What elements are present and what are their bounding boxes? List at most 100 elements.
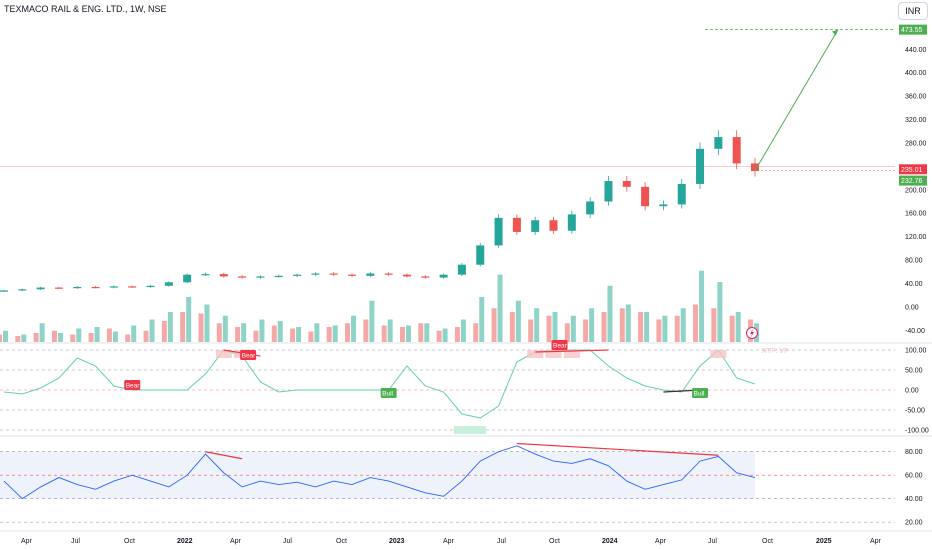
candle-body [219, 274, 228, 277]
volume-bar [589, 308, 595, 342]
rsi-divergence-line [516, 442, 719, 456]
candle-body [73, 286, 82, 289]
signal-badge-label: Bull [694, 391, 705, 398]
x-tick-label: 2023 [389, 538, 405, 545]
volume-bar [424, 323, 430, 342]
candle-body [696, 148, 705, 184]
y-tick-label: 40.00 [905, 281, 923, 288]
y-tick-label: 320.00 [905, 117, 927, 124]
oversold-zone [453, 426, 486, 434]
volume-bar [735, 312, 741, 342]
volume-bar [3, 330, 8, 342]
x-tick-label: Jul [708, 538, 717, 545]
rsi-band [0, 451, 755, 499]
volume-bar [497, 274, 503, 342]
volume-bar [515, 300, 521, 342]
rsi-tick-label: 80.00 [905, 449, 923, 456]
candle-body [659, 204, 668, 207]
rsi-line [3, 445, 756, 500]
volume-bar [277, 321, 283, 342]
volume-bar [607, 285, 613, 342]
candle-body [311, 273, 320, 275]
overbought-zone [545, 350, 562, 358]
volume-bar [314, 323, 320, 342]
candle-body [18, 289, 27, 291]
volume-bar [509, 312, 515, 342]
volume-bar [460, 319, 466, 342]
volume-bar [241, 323, 247, 342]
candle-body [751, 163, 759, 172]
price-label: 473.55 [901, 27, 923, 34]
volume-bar [326, 327, 332, 342]
volume-bar [351, 315, 357, 342]
x-tick-label: 2025 [816, 538, 832, 545]
volume-bar [369, 300, 375, 342]
volume-bar [198, 313, 204, 342]
rsi-tick-label: 40.00 [905, 496, 923, 503]
volume-bar [204, 304, 210, 342]
x-tick-label: Apr [655, 538, 667, 545]
candle-body [457, 264, 466, 275]
signal-badge-label: Bear [553, 343, 568, 350]
candle-body [366, 273, 375, 276]
volume-bar [70, 334, 76, 342]
x-tick-label: Oct [336, 538, 347, 545]
candle-body [0, 290, 8, 292]
volume-bar [418, 323, 424, 342]
candle-body [164, 282, 173, 286]
candle-body [604, 181, 613, 202]
volume-bar [479, 297, 485, 342]
x-tick-label: Apr [443, 538, 455, 545]
signal-badge [124, 380, 141, 390]
volume-bar [662, 315, 668, 342]
candle-body [109, 286, 118, 288]
candle-body [677, 183, 686, 205]
volume-bar [131, 325, 137, 342]
volume-bar [271, 325, 277, 342]
overbought-zone [527, 350, 544, 358]
y-tick-label: 80.00 [905, 258, 923, 265]
volume-bar [693, 304, 699, 342]
candle-body [421, 276, 430, 278]
volume-bar [88, 333, 94, 342]
candle-body [512, 217, 521, 232]
volume-bar [625, 304, 631, 342]
volume-bar [399, 327, 405, 342]
osc-tick-label: 0.00 [905, 388, 919, 395]
volume-bar [656, 319, 662, 342]
candle-body [54, 287, 63, 289]
volume-bar [552, 312, 558, 342]
volume-bar [717, 282, 723, 342]
candle-body [531, 220, 540, 232]
volume-bar [308, 331, 314, 342]
volume-bar [57, 333, 63, 342]
candle-body [549, 220, 558, 231]
volume-bar [222, 315, 228, 342]
currency-button[interactable]: INR [898, 2, 928, 20]
volume-bar [39, 323, 45, 342]
x-tick-label: Jul [71, 538, 80, 545]
candle-body [256, 276, 265, 278]
y-tick-label: 120.00 [905, 234, 927, 241]
volume-bar [51, 330, 57, 342]
x-tick-label: Apr [870, 538, 882, 545]
volume-bar [345, 323, 351, 342]
candle-body [128, 286, 137, 288]
y-tick-label: 200.00 [905, 187, 927, 194]
volume-bar [473, 323, 479, 342]
volume-bar [387, 319, 393, 342]
volume-bar [112, 331, 118, 342]
x-tick-label: Jul [497, 538, 506, 545]
volume-bar [638, 312, 644, 342]
y-tick-label: 160.00 [905, 211, 927, 218]
y-tick-label: 440.00 [905, 47, 927, 54]
candle-body [622, 181, 631, 187]
volume-bar [711, 308, 717, 342]
volume-bar [699, 270, 705, 342]
volume-bar [149, 319, 155, 342]
candle-body [146, 285, 155, 287]
price-label-box [899, 175, 927, 186]
volume-bar [186, 297, 192, 342]
